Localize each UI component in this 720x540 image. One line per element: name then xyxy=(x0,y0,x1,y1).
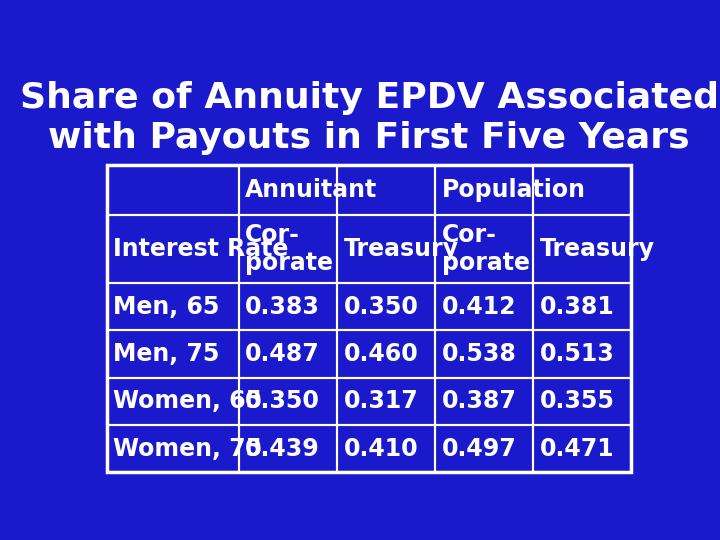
Text: Share of Annuity EPDV Associated
with Payouts in First Five Years: Share of Annuity EPDV Associated with Pa… xyxy=(19,82,719,155)
Bar xyxy=(533,165,631,215)
Text: 0.381: 0.381 xyxy=(540,295,615,319)
Text: 0.538: 0.538 xyxy=(441,342,516,366)
Bar xyxy=(435,377,533,425)
Bar xyxy=(238,215,337,283)
Text: Men, 65: Men, 65 xyxy=(114,295,220,319)
Bar xyxy=(107,425,238,472)
Text: 0.487: 0.487 xyxy=(246,342,320,366)
Text: Treasury: Treasury xyxy=(540,237,654,261)
Bar xyxy=(337,215,435,283)
Bar xyxy=(337,377,435,425)
Text: 0.317: 0.317 xyxy=(343,389,418,413)
Text: 0.410: 0.410 xyxy=(343,437,418,461)
Bar xyxy=(238,165,337,215)
Text: Annuitant: Annuitant xyxy=(246,178,377,202)
Bar xyxy=(533,215,631,283)
Bar xyxy=(107,283,238,330)
Bar xyxy=(238,425,337,472)
Text: Interest Rate: Interest Rate xyxy=(114,237,289,261)
Bar xyxy=(533,330,631,377)
Text: 0.439: 0.439 xyxy=(246,437,320,461)
Bar xyxy=(533,377,631,425)
Bar xyxy=(337,425,435,472)
Text: 0.460: 0.460 xyxy=(343,342,418,366)
Bar xyxy=(533,283,631,330)
Bar xyxy=(337,283,435,330)
Text: 0.355: 0.355 xyxy=(540,389,615,413)
Bar xyxy=(107,165,238,215)
Bar xyxy=(107,165,631,472)
Bar xyxy=(107,215,238,283)
Text: Treasury: Treasury xyxy=(343,237,459,261)
Bar xyxy=(337,165,435,215)
Bar xyxy=(238,283,337,330)
Bar xyxy=(533,425,631,472)
Text: 0.471: 0.471 xyxy=(540,437,614,461)
Text: Population: Population xyxy=(441,178,585,202)
Bar xyxy=(435,283,533,330)
Text: Women, 75: Women, 75 xyxy=(114,437,263,461)
Bar xyxy=(107,330,238,377)
Bar xyxy=(435,215,533,283)
Bar xyxy=(238,330,337,377)
Bar xyxy=(337,330,435,377)
Text: 0.387: 0.387 xyxy=(441,389,516,413)
Bar xyxy=(238,377,337,425)
Bar xyxy=(435,425,533,472)
Text: 0.350: 0.350 xyxy=(246,389,320,413)
Text: 0.350: 0.350 xyxy=(343,295,418,319)
Text: 0.513: 0.513 xyxy=(540,342,615,366)
Text: 0.497: 0.497 xyxy=(441,437,516,461)
Bar xyxy=(107,377,238,425)
Bar xyxy=(435,165,533,215)
Text: Men, 75: Men, 75 xyxy=(114,342,220,366)
Text: Women, 65: Women, 65 xyxy=(114,389,263,413)
Text: Cor-
porate: Cor- porate xyxy=(441,224,530,275)
Bar xyxy=(435,330,533,377)
Text: Cor-
porate: Cor- porate xyxy=(246,224,333,275)
Text: 0.412: 0.412 xyxy=(441,295,516,319)
Text: 0.383: 0.383 xyxy=(246,295,320,319)
